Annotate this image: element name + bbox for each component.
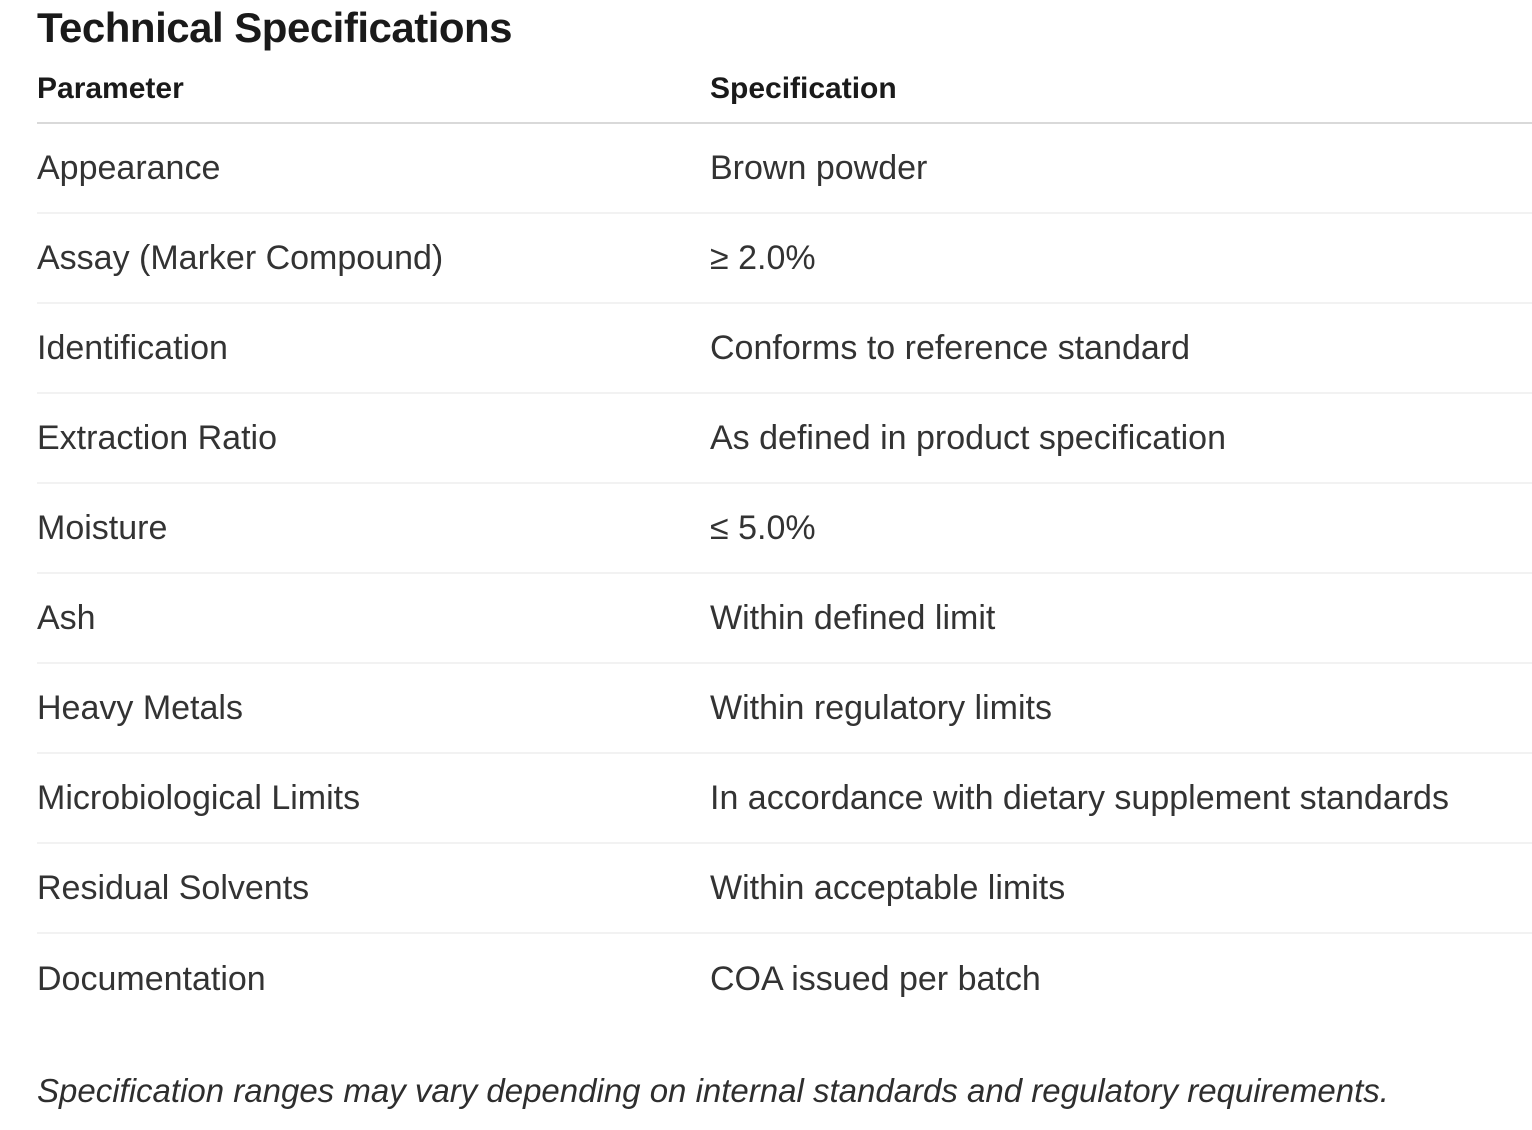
specifications-table: Parameter Specification Appearance Brown… xyxy=(37,56,1532,1024)
specification-cell: Brown powder xyxy=(710,148,928,187)
table-row: Microbiological Limits In accordance wit… xyxy=(37,754,1532,844)
table-row: Moisture ≤ 5.0% xyxy=(37,484,1532,574)
specification-cell: Within defined limit xyxy=(710,598,996,637)
parameter-cell: Appearance xyxy=(37,148,221,187)
page-title: Technical Specifications xyxy=(37,4,513,51)
specification-cell: ≥ 2.0% xyxy=(710,238,816,277)
specification-cell: Within regulatory limits xyxy=(710,688,1052,727)
parameter-cell: Assay (Marker Compound) xyxy=(37,238,444,277)
table-row: Heavy Metals Within regulatory limits xyxy=(37,664,1532,754)
specification-footnote: Specification ranges may vary depending … xyxy=(37,1072,1389,1109)
table-header-row: Parameter Specification xyxy=(37,56,1532,124)
table-row: Extraction Ratio As defined in product s… xyxy=(37,394,1532,484)
parameter-cell: Heavy Metals xyxy=(37,688,243,727)
parameter-cell: Documentation xyxy=(37,959,266,998)
parameter-cell: Ash xyxy=(37,598,96,637)
parameter-cell: Extraction Ratio xyxy=(37,418,277,457)
parameter-cell: Residual Solvents xyxy=(37,868,310,907)
column-header-parameter: Parameter xyxy=(37,72,184,105)
specification-cell: Conforms to reference standard xyxy=(710,328,1191,367)
table-row: Residual Solvents Within acceptable limi… xyxy=(37,844,1532,934)
table-row: Ash Within defined limit xyxy=(37,574,1532,664)
table-row: Assay (Marker Compound) ≥ 2.0% xyxy=(37,214,1532,304)
parameter-cell: Moisture xyxy=(37,508,168,547)
table-body: Appearance Brown powder Assay (Marker Co… xyxy=(37,124,1532,1024)
parameter-cell: Microbiological Limits xyxy=(37,778,361,817)
specification-cell: COA issued per batch xyxy=(710,959,1041,998)
specification-cell: Within acceptable limits xyxy=(710,868,1066,907)
specification-cell: As defined in product specification xyxy=(710,418,1226,457)
parameter-cell: Identification xyxy=(37,328,228,367)
specification-cell: In accordance with dietary supplement st… xyxy=(710,778,1449,817)
table-row: Documentation COA issued per batch xyxy=(37,934,1532,1024)
column-header-specification: Specification xyxy=(710,72,897,105)
table-row: Identification Conforms to reference sta… xyxy=(37,304,1532,394)
specification-cell: ≤ 5.0% xyxy=(710,508,816,547)
table-row: Appearance Brown powder xyxy=(37,124,1532,214)
